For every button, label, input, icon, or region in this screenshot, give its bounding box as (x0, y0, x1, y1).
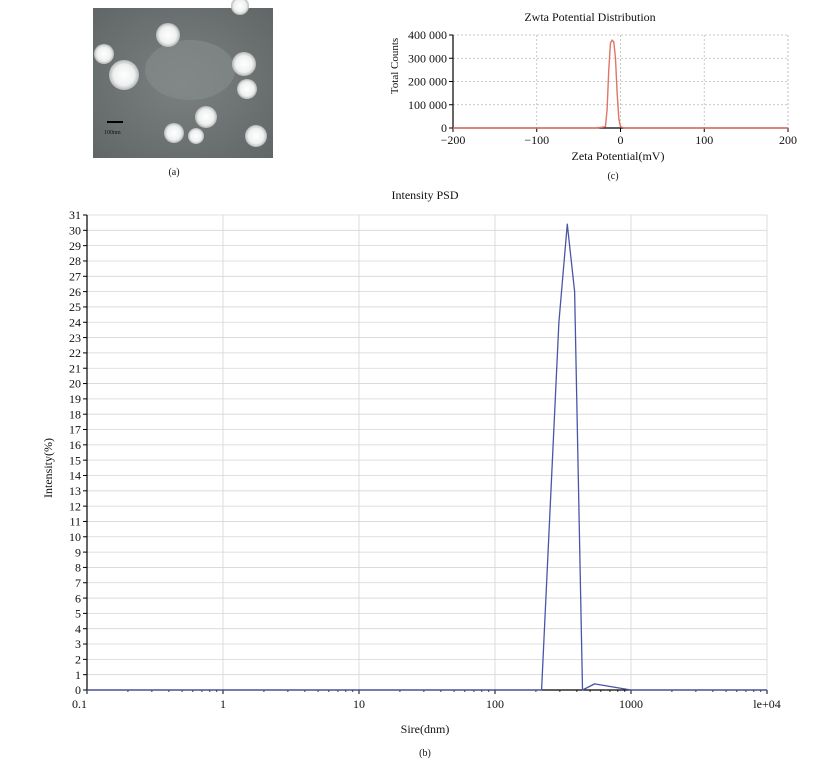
y-tick-label: 22 (69, 346, 81, 360)
caption-a: (a) (168, 167, 179, 178)
tem-particle (237, 79, 257, 99)
zeta-grid (453, 34, 789, 128)
intensity-psd-chart: Intensity PSD 01234567891011121314151617… (41, 188, 781, 736)
tem-shadow (145, 40, 235, 100)
tem-particle (231, 0, 249, 15)
psd-series (87, 223, 767, 691)
psd-x-axis-label: Sire(dnm) (401, 722, 450, 736)
y-tick-label: 25 (69, 300, 81, 314)
y-tick-label: 29 (69, 239, 81, 253)
y-tick-label: 21 (69, 361, 81, 375)
psd-y-axis-label: Intensity(%) (41, 438, 55, 498)
series-line (453, 39, 788, 129)
tem-particle (232, 52, 256, 76)
y-tick-label: 23 (69, 331, 81, 345)
tem-particle (245, 125, 267, 147)
tem-particle (188, 128, 204, 144)
y-tick-label: 15 (69, 453, 81, 467)
y-tick-label: 200 000 (408, 75, 447, 89)
y-tick-label: 3 (75, 637, 81, 651)
y-tick-label: 26 (69, 285, 81, 299)
x-tick-label: 10 (353, 697, 365, 711)
y-tick-label: 100 000 (408, 98, 447, 112)
zeta-potential-chart: Zwta Potential Distribution 0 100 000 200 … (389, 10, 797, 163)
x-tick-label: −100 (524, 133, 549, 147)
y-tick-label: 18 (69, 407, 81, 421)
x-tick-label: 1 (220, 697, 226, 711)
x-tick-label: le+04 (753, 697, 780, 711)
y-tick-label: 1 (75, 668, 81, 682)
y-tick-label: 6 (75, 591, 81, 605)
x-tick-label: 200 (779, 133, 797, 147)
psd-grid (87, 214, 768, 690)
x-tick-label: −200 (441, 133, 466, 147)
tem-particle (164, 123, 184, 143)
x-tick-label: 0.1 (72, 697, 87, 711)
tem-particle (94, 44, 114, 64)
psd-axes: 0123456789101112131415161718192021222324… (69, 208, 781, 711)
y-tick-label: 16 (69, 438, 81, 452)
y-tick-label: 20 (69, 377, 81, 391)
caption-b: (b) (419, 748, 431, 759)
scale-bar-label: 100nm (104, 130, 121, 136)
tem-micrograph: 100nm (93, 0, 273, 158)
y-tick-label: 9 (75, 545, 81, 559)
y-tick-label: 2 (75, 653, 81, 667)
y-tick-label: 7 (75, 576, 81, 590)
y-tick-label: 27 (69, 269, 81, 283)
y-tick-label: 19 (69, 392, 81, 406)
y-tick-label: 24 (69, 315, 81, 329)
y-tick-label: 28 (69, 254, 81, 268)
y-tick-label: 400 000 (408, 28, 447, 42)
y-tick-label: 12 (69, 499, 81, 513)
y-tick-label: 300 000 (408, 51, 447, 65)
series-line (87, 223, 767, 691)
y-tick-label: 13 (69, 484, 81, 498)
y-tick-label: 17 (69, 423, 81, 437)
zeta-axes: 0 100 000 200 000 300 000 400 000 −200 −100 0 10… (408, 28, 797, 147)
y-tick-label: 0 (441, 121, 447, 135)
zeta-y-axis-label: Total Counts (389, 38, 401, 94)
x-tick-label: 100 (695, 133, 713, 147)
zeta-x-axis-label: Zeta Potential(mV) (572, 149, 665, 163)
y-tick-label: 11 (69, 515, 81, 529)
tem-particle (109, 60, 139, 90)
y-tick-label: 0 (75, 683, 81, 697)
zeta-series (453, 39, 788, 129)
x-tick-label: 1000 (619, 697, 643, 711)
y-tick-label: 4 (75, 622, 81, 636)
tem-particle (156, 23, 180, 47)
y-tick-label: 10 (69, 530, 81, 544)
psd-chart-title: Intensity PSD (391, 188, 458, 202)
y-tick-label: 31 (69, 208, 81, 222)
x-tick-label: 0 (618, 133, 624, 147)
zeta-chart-title: Zwta Potential Distribution (524, 10, 655, 24)
y-tick-label: 30 (69, 224, 81, 238)
caption-c: (c) (607, 171, 618, 182)
tem-particle (195, 106, 217, 128)
y-tick-label: 14 (69, 469, 81, 483)
x-tick-label: 100 (486, 697, 504, 711)
y-tick-label: 8 (75, 561, 81, 575)
y-tick-label: 5 (75, 607, 81, 621)
